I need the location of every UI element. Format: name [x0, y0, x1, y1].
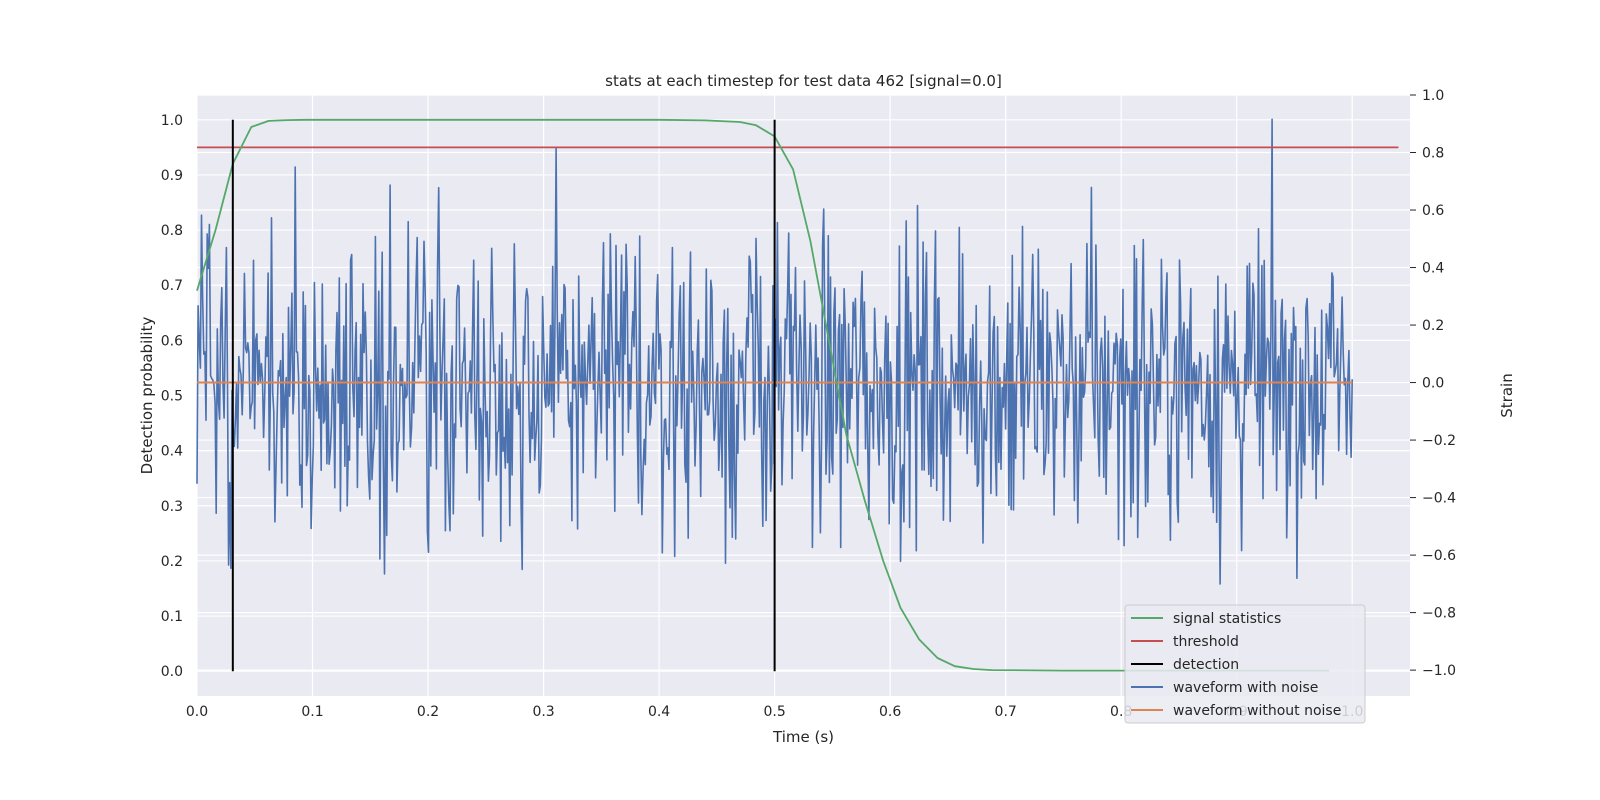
y2-axis-label: Strain — [1498, 373, 1516, 417]
series-layer — [196, 118, 1399, 672]
legend-box — [1124, 604, 1366, 724]
x-tick-label: 0.1 — [301, 704, 323, 720]
chart-title: stats at each timestep for test data 462… — [605, 72, 1002, 90]
x-tick-label: 0.3 — [532, 704, 554, 720]
y-tick-label: 0.5 — [161, 389, 183, 405]
y2-tick-label: −0.4 — [1422, 491, 1456, 507]
y2-tick-label: 1.0 — [1422, 88, 1444, 104]
y2-tick-label: −0.6 — [1422, 548, 1456, 564]
y2-tick-label: 0.4 — [1422, 261, 1444, 277]
x-tick-label: 0.5 — [763, 704, 785, 720]
legend-signal-statistics-label: signal statistics — [1173, 611, 1281, 627]
y-axis-label: Detection probability — [138, 317, 156, 475]
y-tick-label: 0.4 — [161, 444, 183, 460]
y2-tick-label: 0.0 — [1422, 376, 1444, 392]
y-tick-label: 0.1 — [161, 609, 183, 625]
x-tick-label: 0.6 — [879, 704, 901, 720]
legend-threshold-label: threshold — [1173, 634, 1239, 650]
y2-tick-label: 0.2 — [1422, 318, 1444, 334]
y2-tick-label: 0.6 — [1422, 203, 1444, 219]
legend-waveform-without-noise-label: waveform without noise — [1173, 703, 1341, 719]
y-tick-label: 0.9 — [161, 168, 183, 184]
x-tick-label: 0.4 — [648, 704, 670, 720]
x-tick-label: 0.2 — [417, 704, 439, 720]
y2-tick-label: −0.8 — [1422, 606, 1456, 622]
y-tick-label: 0.8 — [161, 223, 183, 239]
x-tick-label: 0.7 — [995, 704, 1017, 720]
y-tick-label: 0.3 — [161, 499, 183, 515]
x-axis-label: Time (s) — [772, 728, 834, 746]
y-tick-label: 0.6 — [161, 333, 183, 349]
x-tick-label: 0.0 — [186, 704, 208, 720]
y-tick-label: 0.2 — [161, 554, 183, 570]
legend-detection-label: detection — [1173, 657, 1239, 673]
y-tick-label: 1.0 — [161, 113, 183, 129]
y2-tick-label: −0.2 — [1422, 433, 1456, 449]
y2-tick-label: −1.0 — [1422, 663, 1456, 679]
y2-tick-label: 0.8 — [1422, 146, 1444, 162]
y-tick-label: 0.0 — [161, 664, 183, 680]
legend: signal statistics threshold detection wavef… — [1124, 604, 1366, 724]
y-tick-label: 0.7 — [161, 278, 183, 294]
legend-waveform-with-noise-label: waveform with noise — [1173, 680, 1318, 696]
